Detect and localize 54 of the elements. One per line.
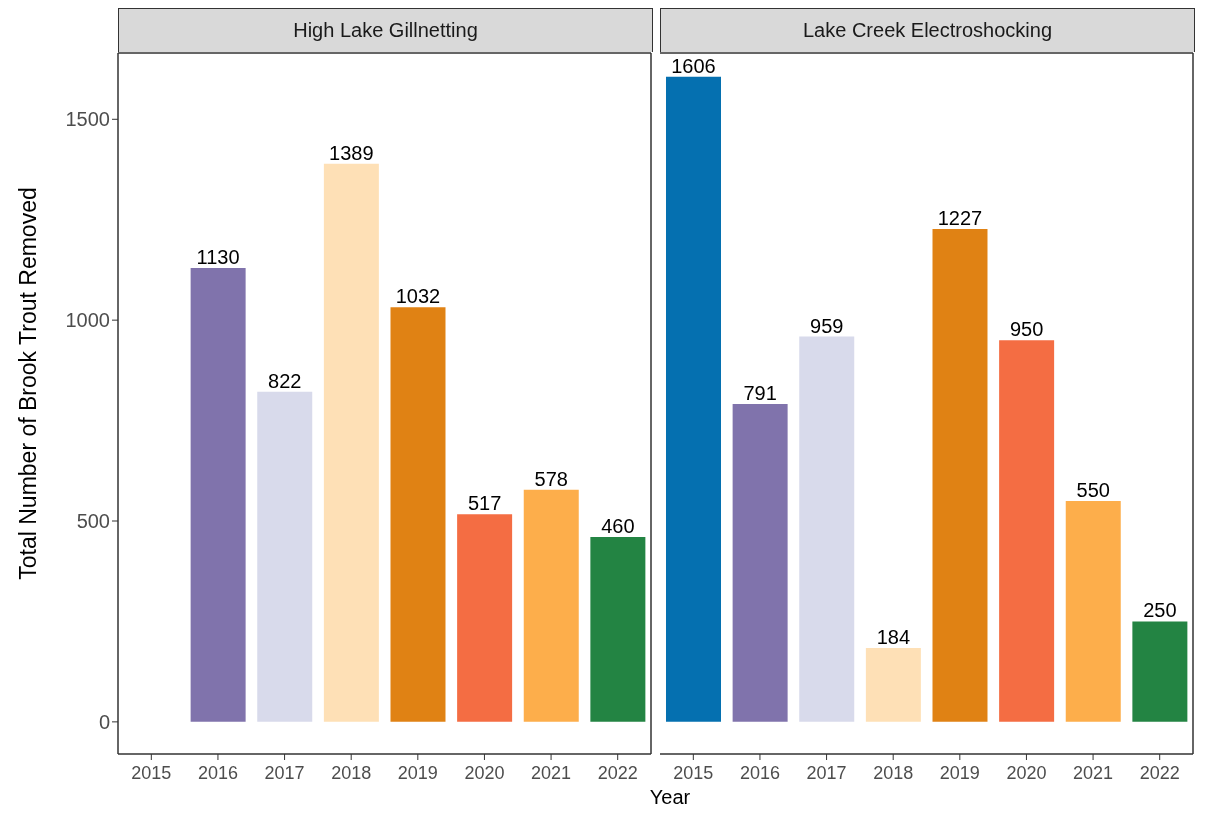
x-tick-label: 2016 — [739, 762, 780, 783]
x-tick-label: 2016 — [197, 762, 238, 783]
data-label: 517 — [467, 492, 502, 515]
y-tick-label: 1500 — [65, 108, 110, 131]
bar — [932, 228, 988, 722]
data-label: 1389 — [329, 141, 374, 164]
bar — [190, 267, 246, 722]
x-tick-label: 2019 — [397, 762, 438, 783]
data-label: 460 — [601, 515, 635, 538]
x-axis-title: Year — [648, 786, 692, 809]
bar — [323, 163, 379, 722]
data-label: 1227 — [937, 206, 983, 229]
data-label: 959 — [810, 314, 844, 337]
data-label: 1606 — [671, 54, 716, 77]
bar — [457, 514, 513, 722]
x-tick-label: 2020 — [464, 762, 505, 783]
x-tick-label: 2018 — [873, 762, 914, 783]
y-tick-label: 0 — [98, 710, 110, 733]
bar — [523, 489, 579, 722]
data-label: 822 — [268, 369, 302, 392]
bar — [257, 391, 313, 722]
x-tick-label: 2019 — [939, 762, 980, 783]
data-label: 791 — [743, 382, 777, 405]
bar — [799, 336, 855, 722]
bar — [865, 647, 921, 722]
x-tick-label: 2020 — [1006, 762, 1047, 783]
data-label: 950 — [1009, 318, 1044, 341]
y-tick-label: 500 — [76, 510, 110, 533]
bar — [390, 307, 446, 722]
x-tick-label: 2022 — [1139, 762, 1180, 783]
bar — [590, 537, 646, 722]
data-label: 1130 — [196, 245, 240, 268]
data-label: 550 — [1076, 478, 1110, 501]
chart-title: Lake Creek Electroshocking — [660, 8, 1195, 52]
x-tick-label: 2022 — [597, 762, 638, 783]
bar — [1065, 500, 1121, 722]
data-label: 250 — [1143, 599, 1177, 622]
y-tick-label: 1000 — [65, 309, 110, 332]
x-tick-label: 2018 — [331, 762, 372, 783]
x-tick-label: 2017 — [264, 762, 305, 783]
bar — [666, 76, 721, 722]
data-label: 184 — [876, 625, 911, 648]
bar — [732, 404, 788, 722]
x-tick-label: 2017 — [806, 762, 847, 783]
chart-title: High Lake Gillnetting — [118, 8, 653, 52]
x-tick-label: 2021 — [1073, 762, 1114, 783]
y-axis-title: Total Number of Brook Trout Removed — [14, 186, 42, 580]
x-tick-label: 2015 — [131, 762, 172, 783]
x-tick-label: 2015 — [673, 762, 714, 783]
data-label: 578 — [534, 467, 568, 490]
data-label: 1032 — [395, 285, 441, 308]
bar — [1132, 621, 1188, 722]
x-tick-label: 2021 — [531, 762, 572, 783]
bar — [999, 340, 1055, 722]
